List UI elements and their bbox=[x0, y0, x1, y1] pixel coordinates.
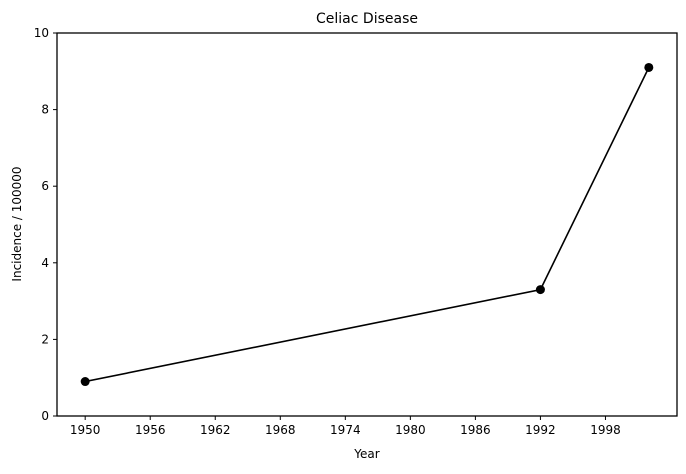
data-point bbox=[80, 377, 90, 387]
plot-series bbox=[80, 62, 654, 387]
plot-frame bbox=[56, 32, 678, 417]
data-point bbox=[535, 285, 545, 295]
chart-title: Celiac Disease bbox=[316, 11, 418, 27]
x-tick-label: 1986 bbox=[460, 423, 491, 437]
y-tick-label: 4 bbox=[41, 256, 49, 270]
x-tick-label: 1974 bbox=[330, 423, 361, 437]
y-tick-label: 2 bbox=[41, 332, 49, 346]
x-tick-label: 1998 bbox=[590, 423, 621, 437]
x-tick-label: 1962 bbox=[200, 423, 231, 437]
data-point bbox=[644, 62, 654, 72]
x-axis-label: Year bbox=[353, 447, 379, 461]
series-line bbox=[85, 67, 650, 383]
x-tick-label: 1956 bbox=[135, 423, 166, 437]
y-axis-ticks: 0 2 4 6 8 10 bbox=[34, 26, 57, 423]
x-tick-label: 1992 bbox=[525, 423, 556, 437]
x-tick-label: 1950 bbox=[70, 423, 101, 437]
x-tick-label: 1980 bbox=[395, 423, 426, 437]
x-axis-ticks: 1950 1956 1962 1968 1974 1980 1986 1992 1998 bbox=[70, 416, 621, 437]
y-axis-label: Incidence / 100000 bbox=[10, 166, 24, 281]
y-tick-label: 6 bbox=[41, 179, 49, 193]
y-tick-label: 10 bbox=[34, 26, 49, 40]
x-tick-label: 1968 bbox=[265, 423, 296, 437]
y-tick-label: 8 bbox=[41, 103, 49, 117]
y-tick-label: 0 bbox=[41, 409, 49, 423]
